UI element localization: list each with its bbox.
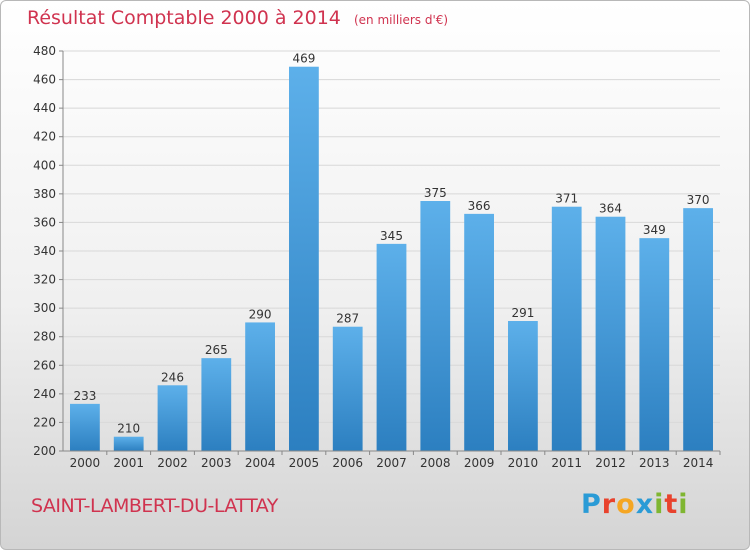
commune-name: SAINT-LAMBERT-DU-LATTAY xyxy=(31,495,278,517)
x-tick-label: 2007 xyxy=(376,456,407,470)
bar xyxy=(289,66,319,451)
axes: 200 220 240 260 280 300 320 340 360 380 400 420 440 4… xyxy=(33,44,721,470)
data-label: 210 xyxy=(117,422,140,436)
bar xyxy=(376,243,407,451)
bar xyxy=(464,213,494,451)
data-label: 371 xyxy=(555,192,578,206)
logo-letter: r xyxy=(601,489,617,520)
x-tick-label: 2003 xyxy=(201,456,232,470)
y-tick-label: 340 xyxy=(33,244,56,258)
data-label: 233 xyxy=(73,389,96,403)
bar xyxy=(508,321,538,451)
bars: 233 210 246 265 290 469 287 345 375 366 291 371 364 3… xyxy=(70,52,713,451)
bar xyxy=(70,403,100,451)
y-tick-label: 220 xyxy=(33,415,56,429)
logo-letter: i xyxy=(678,489,689,520)
logo-letter: P xyxy=(581,489,602,520)
y-tick-label: 460 xyxy=(33,73,56,87)
title-row: Résultat Comptable 2000 à 2014 (en milli… xyxy=(27,7,448,29)
x-tick-label: 2013 xyxy=(639,456,670,470)
x-tick-label: 2000 xyxy=(70,456,101,470)
proxiti-logo[interactable]: Proxiti xyxy=(581,489,689,520)
chart-subtitle: (en milliers d'€) xyxy=(353,13,449,27)
y-tick-label: 380 xyxy=(33,187,56,201)
bar xyxy=(420,201,451,451)
y-tick-label: 420 xyxy=(33,130,56,144)
data-label: 370 xyxy=(687,193,710,207)
data-label: 375 xyxy=(424,186,447,200)
x-tick-label: 2005 xyxy=(289,456,320,470)
x-tick-label: 2010 xyxy=(508,456,539,470)
logo-letter: i xyxy=(654,489,665,520)
x-tick-label: 2001 xyxy=(113,456,144,470)
data-label: 345 xyxy=(380,229,403,243)
y-tick-label: 480 xyxy=(33,44,56,58)
data-label: 349 xyxy=(643,223,666,237)
y-tick-label: 440 xyxy=(33,101,56,115)
y-tick-label: 240 xyxy=(33,387,56,401)
data-label: 364 xyxy=(599,202,622,216)
x-tick-label: 2002 xyxy=(157,456,188,470)
data-label: 366 xyxy=(468,199,491,213)
bar xyxy=(595,216,626,451)
logo-letter: o xyxy=(616,489,636,520)
bar xyxy=(113,436,144,451)
bar xyxy=(332,326,363,451)
x-tick-label: 2008 xyxy=(420,456,451,470)
y-tick-label: 300 xyxy=(33,301,56,315)
data-label: 291 xyxy=(511,306,534,320)
data-label: 290 xyxy=(249,307,272,321)
logo-letter: x xyxy=(635,489,655,520)
x-tick-label: 2014 xyxy=(683,456,714,470)
data-label: 469 xyxy=(292,52,315,66)
x-tick-label: 2012 xyxy=(595,456,626,470)
data-label: 265 xyxy=(205,343,228,357)
logo-letter: t xyxy=(664,489,679,520)
y-tick-label: 260 xyxy=(33,358,56,372)
y-tick-label: 200 xyxy=(33,444,56,458)
data-label: 246 xyxy=(161,370,184,384)
bar xyxy=(683,208,713,451)
x-tick-label: 2006 xyxy=(332,456,363,470)
x-tick-label: 2004 xyxy=(245,456,276,470)
x-tick-label: 2009 xyxy=(464,456,495,470)
chart-title: Résultat Comptable 2000 à 2014 xyxy=(27,7,341,29)
y-tick-label: 320 xyxy=(33,273,56,287)
bar xyxy=(201,358,232,451)
bar xyxy=(157,385,188,451)
data-label: 287 xyxy=(336,312,359,326)
y-tick-label: 400 xyxy=(33,158,56,172)
bar xyxy=(639,238,670,451)
y-tick-label: 360 xyxy=(33,215,56,229)
bar xyxy=(245,322,275,451)
x-tick-label: 2011 xyxy=(551,456,582,470)
bar xyxy=(551,206,582,451)
y-tick-label: 280 xyxy=(33,330,56,344)
